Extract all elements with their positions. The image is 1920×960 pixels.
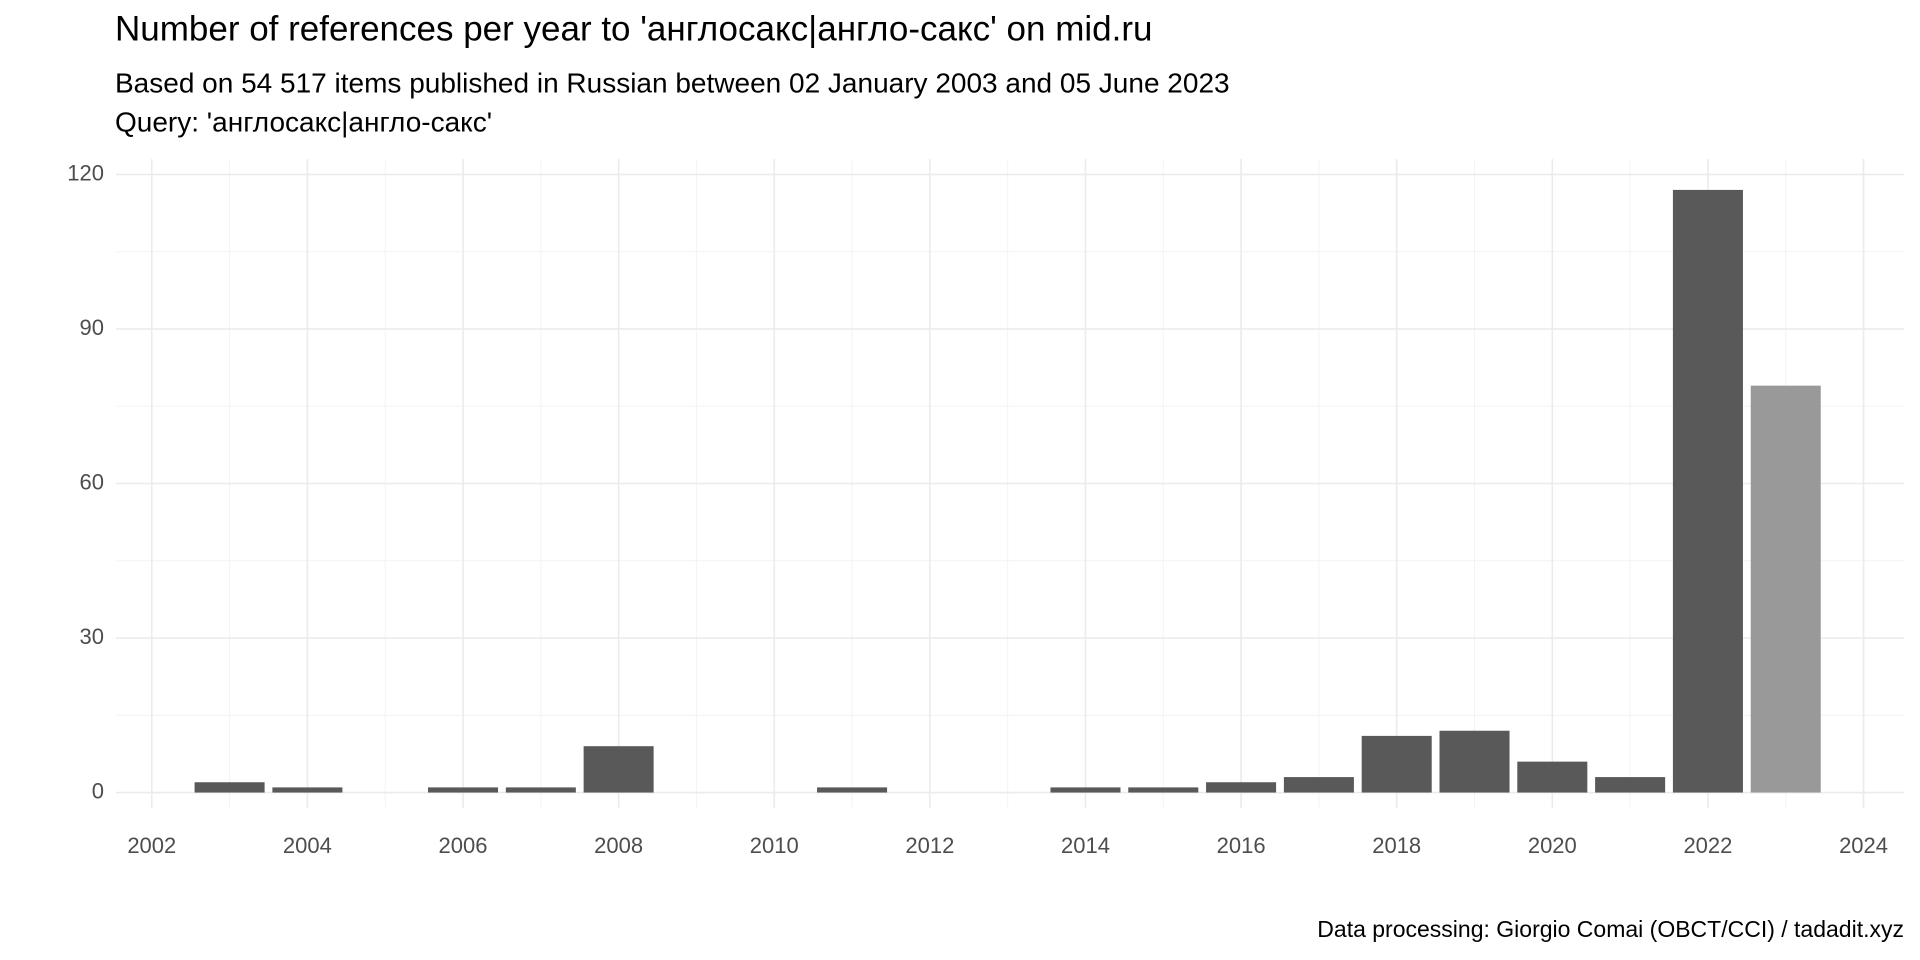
- bar: [194, 782, 265, 793]
- bar: [1439, 730, 1510, 793]
- x-tick-label: 2002: [127, 833, 176, 858]
- x-tick-label: 2016: [1217, 833, 1266, 858]
- x-tick-label: 2014: [1061, 833, 1110, 858]
- bar: [505, 787, 576, 793]
- x-tick-label: 2018: [1372, 833, 1421, 858]
- x-tick-label: 2004: [283, 833, 332, 858]
- bar: [1283, 777, 1354, 793]
- x-tick-label: 2006: [439, 833, 488, 858]
- bar: [1050, 787, 1121, 793]
- chart-title: Number of references per year to 'англос…: [115, 9, 1152, 48]
- bar: [1595, 777, 1666, 793]
- x-tick-label: 2024: [1839, 833, 1888, 858]
- bar: [1361, 735, 1432, 793]
- bar: [583, 746, 654, 793]
- bar: [428, 787, 499, 793]
- caption: Data processing: Giorgio Comai (OBCT/CCI…: [1317, 916, 1904, 942]
- bar: [272, 787, 343, 793]
- bar: [1206, 782, 1277, 793]
- bar: [817, 787, 888, 793]
- x-tick-label: 2008: [594, 833, 643, 858]
- x-tick-label: 2022: [1683, 833, 1732, 858]
- x-tick-label: 2012: [905, 833, 954, 858]
- y-tick-label: 90: [80, 315, 104, 340]
- y-tick-label: 120: [67, 160, 104, 185]
- y-tick-label: 30: [80, 624, 104, 649]
- y-tick-label: 0: [92, 778, 104, 803]
- bar: [1128, 787, 1199, 793]
- y-tick-label: 60: [80, 469, 104, 494]
- chart-subtitle: Based on 54 517 items published in Russi…: [115, 67, 1230, 98]
- bar: [1517, 761, 1588, 793]
- bar: [1672, 189, 1743, 793]
- query-text: Query: 'англосакс|англо-сакс': [115, 106, 492, 137]
- bar: [1750, 385, 1821, 793]
- x-tick-label: 2010: [750, 833, 799, 858]
- x-tick-label: 2020: [1528, 833, 1577, 858]
